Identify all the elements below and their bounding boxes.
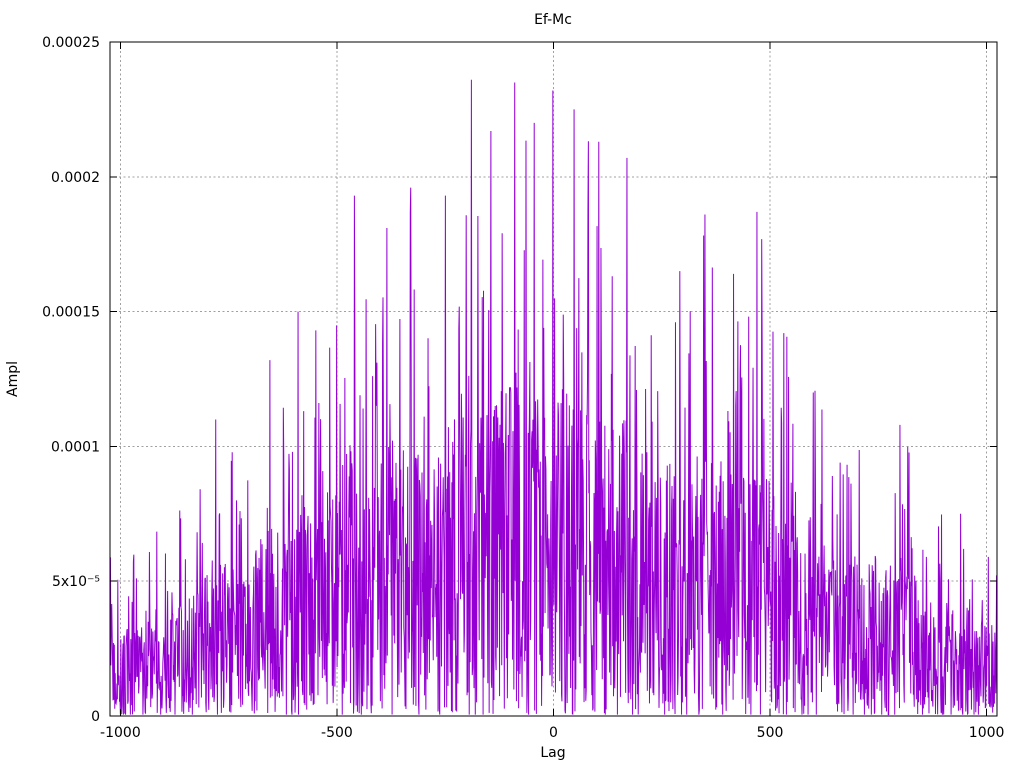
y-tick-label: 0.0001 xyxy=(51,439,100,455)
y-axis-label: Ampl xyxy=(5,361,21,397)
tick-marks xyxy=(110,41,997,717)
x-tick-label: 1000 xyxy=(969,725,1005,741)
chart-title: Ef-Mc xyxy=(534,12,572,28)
x-tick-label: 0 xyxy=(549,725,558,741)
x-tick-label: 500 xyxy=(757,725,784,741)
y-tick-label: 0 xyxy=(91,709,100,725)
x-tick-labels: -1000 -500 0 500 1000 xyxy=(100,725,1004,741)
data-series-line xyxy=(109,79,998,716)
y-tick-label: 0.0002 xyxy=(51,170,100,186)
x-tick-label: -1000 xyxy=(100,725,141,741)
y-tick-label: 0.00025 xyxy=(42,35,100,51)
y-tick-label: 0.00015 xyxy=(42,305,100,321)
x-axis-label: Lag xyxy=(540,745,565,761)
x-tick-label: -500 xyxy=(321,725,353,741)
y-tick-labels: 0 5x10⁻⁵ 0.0001 0.00015 0.0002 0.00025 xyxy=(42,35,100,725)
y-tick-label: 5x10⁻⁵ xyxy=(52,574,100,590)
